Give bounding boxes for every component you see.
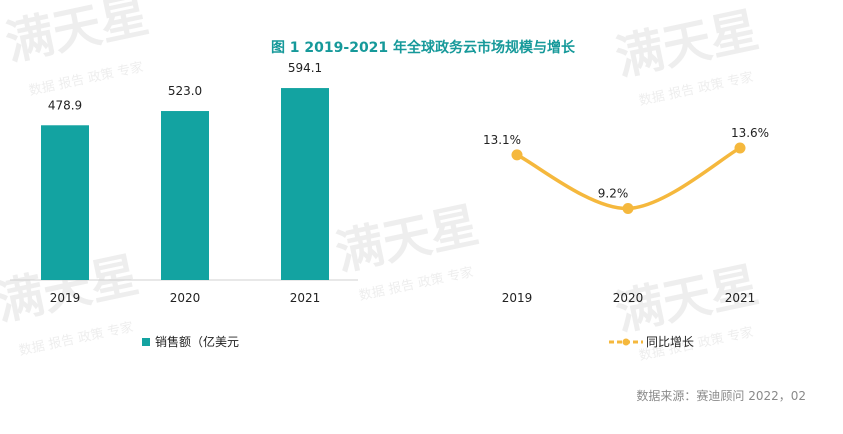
growth-value-label: 13.6% (731, 126, 769, 140)
line-x-tick: 2020 (613, 291, 644, 305)
bar-chart: 478.9 523.0 594.1 2019 2020 2021 销售额（亿美元 (10, 61, 358, 349)
growth-series-line (516, 146, 741, 211)
growth-point-2020 (622, 203, 634, 214)
line-x-tick: 2021 (725, 291, 756, 305)
growth-value-label: 13.1% (483, 133, 521, 147)
bar-2020 (161, 111, 209, 281)
growth-value-labels: 13.1% 9.2% 13.6% (483, 126, 769, 201)
bar-legend-label: 销售额（亿美元 (155, 334, 239, 349)
bar-2021 (281, 88, 329, 280)
bar-x-tick: 2020 (170, 291, 201, 305)
bar-2019 (41, 125, 89, 280)
watermark-tagline: 数据 报告 政策 专家 (28, 59, 145, 99)
bar-value-label: 594.1 (288, 61, 322, 75)
bar-series (41, 88, 329, 281)
bar-x-tick: 2021 (290, 291, 321, 305)
watermark-text: 满天星 (1, 0, 154, 72)
line-chart: 13.1% 9.2% 13.6% 2019 2020 2021 同比增长 (483, 126, 769, 349)
growth-point-2021 (734, 142, 746, 154)
line-legend: 同比增长 (609, 335, 694, 349)
watermark-tagline: 数据 报告 政策 专家 (18, 319, 135, 359)
bar-legend-swatch (142, 338, 150, 346)
source-note: 数据来源：赛迪顾问 2022，02 (636, 388, 806, 403)
line-x-tick-labels: 2019 2020 2021 (502, 291, 756, 305)
chart-title: 图 1 2019-2021 年全球政务云市场规模与增长 (271, 39, 576, 56)
growth-points (511, 142, 746, 214)
growth-value-label: 9.2% (598, 187, 629, 201)
bar-legend: 销售额（亿美元 (142, 334, 239, 349)
bar-value-label: 523.0 (168, 84, 202, 98)
bar-x-tick-labels: 2019 2020 2021 (50, 291, 321, 305)
bar-value-labels: 478.9 523.0 594.1 (48, 61, 322, 112)
line-x-tick: 2019 (502, 291, 533, 305)
line-legend-label: 同比增长 (646, 335, 694, 349)
line-legend-marker (622, 338, 630, 346)
growth-point-2019 (511, 149, 523, 161)
bar-value-label: 478.9 (48, 98, 82, 112)
bar-x-tick: 2019 (50, 291, 81, 305)
